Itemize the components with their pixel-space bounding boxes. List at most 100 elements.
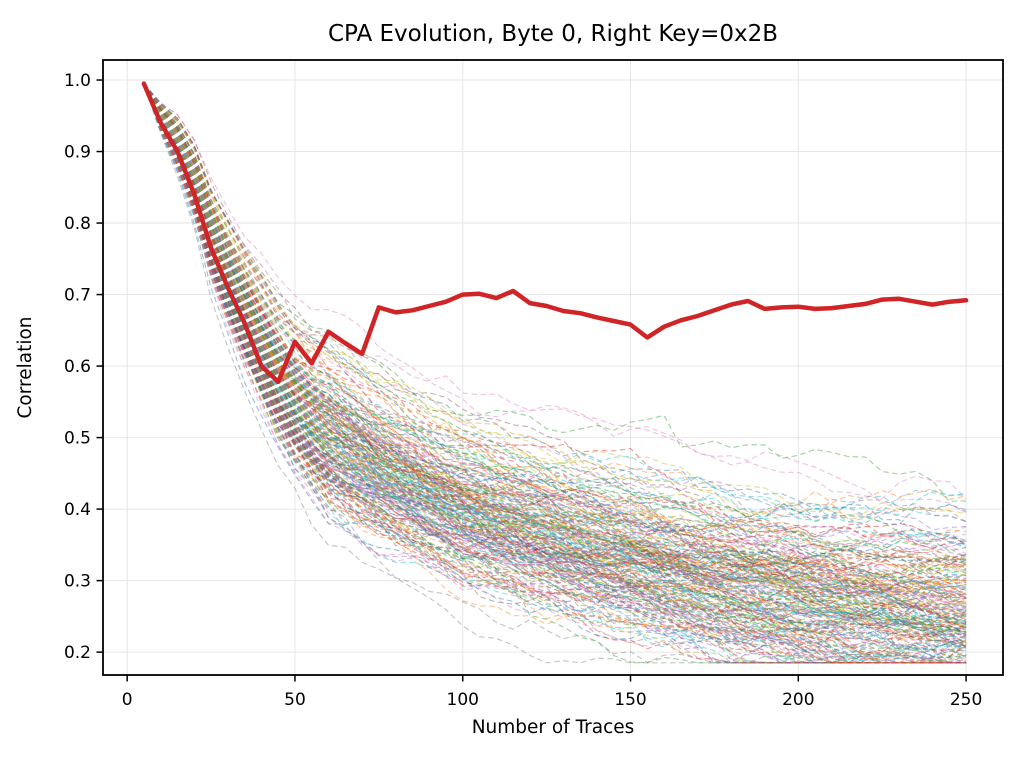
wrong-key-trace xyxy=(143,83,967,549)
wrong-key-trace xyxy=(143,83,967,621)
wrong-key-trace xyxy=(143,83,967,664)
wrong-key-trace xyxy=(143,83,967,647)
wrong-key-trace xyxy=(143,83,967,557)
wrong-key-trace xyxy=(143,83,967,633)
wrong-key-trace xyxy=(143,83,967,627)
wrong-key-trace xyxy=(143,83,967,664)
wrong-key-trace xyxy=(143,83,967,634)
wrong-key-trace xyxy=(143,83,967,579)
wrong-key-trace xyxy=(143,83,967,664)
wrong-key-trace xyxy=(143,83,967,552)
wrong-key-trace xyxy=(143,83,967,651)
wrong-key-trace xyxy=(143,83,967,664)
wrong-key-trace xyxy=(143,83,967,662)
wrong-key-trace xyxy=(143,83,967,568)
wrong-key-trace xyxy=(143,83,967,626)
wrong-key-trace xyxy=(143,83,967,664)
wrong-key-trace xyxy=(143,83,967,609)
wrong-key-trace xyxy=(143,83,967,561)
wrong-key-trace xyxy=(143,83,967,605)
wrong-key-trace xyxy=(143,83,967,664)
x-tick-label: 100 xyxy=(447,690,479,710)
wrong-key-trace xyxy=(143,83,967,618)
wrong-key-trace xyxy=(143,83,967,648)
wrong-key-trace xyxy=(143,83,967,627)
y-tick-label: 0.9 xyxy=(64,143,91,163)
wrong-key-trace xyxy=(143,83,967,566)
wrong-key-trace xyxy=(143,83,967,644)
wrong-key-trace xyxy=(143,83,967,628)
wrong-key-trace xyxy=(143,83,967,630)
wrong-key-trace xyxy=(143,83,967,664)
wrong-key-trace xyxy=(143,83,967,645)
wrong-key-trace xyxy=(143,83,967,607)
wrong-key-trace xyxy=(143,83,967,664)
wrong-key-trace xyxy=(143,83,967,639)
wrong-key-trace xyxy=(143,83,967,523)
wrong-key-trace xyxy=(143,83,967,644)
wrong-key-trace xyxy=(143,83,967,563)
wrong-key-trace xyxy=(143,83,967,639)
wrong-key-trace xyxy=(143,83,967,664)
wrong-key-trace xyxy=(143,83,967,664)
wrong-key-trace xyxy=(143,83,967,647)
wrong-key-trace xyxy=(143,83,967,592)
wrong-key-trace xyxy=(143,83,967,606)
wrong-key-trace xyxy=(143,83,967,664)
wrong-key-trace xyxy=(143,83,967,593)
wrong-key-trace xyxy=(143,83,967,639)
wrong-key-trace xyxy=(143,83,967,664)
wrong-key-trace xyxy=(143,83,967,637)
wrong-key-trace xyxy=(143,83,967,633)
wrong-key-trace xyxy=(143,83,967,649)
wrong-key-trace xyxy=(143,83,967,617)
wrong-key-trace xyxy=(143,83,967,594)
wrong-key-trace xyxy=(143,83,967,624)
wrong-key-trace xyxy=(143,83,967,664)
wrong-key-trace xyxy=(143,83,967,594)
wrong-key-trace xyxy=(143,83,967,560)
wrong-key-trace xyxy=(143,83,967,664)
wrong-key-trace xyxy=(143,83,967,657)
wrong-key-trace xyxy=(143,83,967,597)
wrong-key-trace xyxy=(143,83,967,514)
y-tick-label: 0.6 xyxy=(64,357,91,377)
wrong-key-trace xyxy=(143,83,967,609)
wrong-key-trace xyxy=(143,83,967,585)
wrong-key-trace xyxy=(143,83,967,643)
wrong-key-trace xyxy=(143,83,967,648)
wrong-key-trace xyxy=(143,83,967,605)
x-tick-label: 150 xyxy=(614,690,646,710)
wrong-key-trace xyxy=(143,83,967,629)
wrong-key-trace xyxy=(143,83,967,664)
grid-layer xyxy=(103,60,1003,675)
wrong-key-trace xyxy=(143,83,967,632)
wrong-key-trace xyxy=(143,83,967,635)
wrong-key-trace xyxy=(143,83,967,622)
wrong-key-trace xyxy=(143,83,967,635)
wrong-key-trace xyxy=(143,83,967,648)
wrong-key-trace xyxy=(143,83,967,617)
y-tick-label: 0.5 xyxy=(64,429,91,449)
wrong-key-trace xyxy=(143,83,967,643)
wrong-key-trace xyxy=(143,83,967,629)
wrong-key-trace xyxy=(143,83,967,569)
wrong-key-trace xyxy=(143,83,967,638)
data-lines-layer xyxy=(141,81,969,664)
correct-key-trace xyxy=(141,81,969,385)
wrong-key-trace xyxy=(143,83,967,574)
wrong-key-trace xyxy=(143,83,967,552)
wrong-key-trace xyxy=(143,83,967,659)
wrong-key-trace xyxy=(143,83,967,633)
wrong-key-trace xyxy=(143,83,967,664)
wrong-key-trace xyxy=(143,83,967,652)
wrong-key-trace xyxy=(143,83,967,621)
wrong-key-trace xyxy=(143,83,967,662)
y-tick-label: 1.0 xyxy=(64,71,91,91)
wrong-key-trace xyxy=(143,83,967,573)
y-tick-label: 0.2 xyxy=(64,643,91,663)
wrong-key-trace xyxy=(143,83,967,595)
wrong-key-trace xyxy=(143,83,967,597)
wrong-key-trace xyxy=(143,83,967,650)
plot-border xyxy=(102,59,1004,676)
